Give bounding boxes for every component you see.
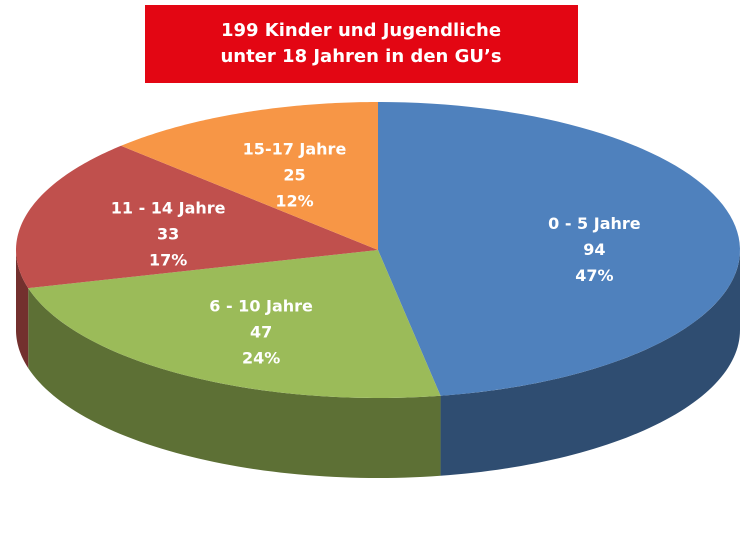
percent-label: 12% [275, 192, 313, 211]
title-box [145, 5, 578, 83]
percent-label: 24% [242, 348, 280, 367]
labels: 0 - 5 Jahre 94 47% 6 - 10 Jahre 47 24% 11 - 14… [111, 140, 641, 368]
slice-side [16, 250, 29, 369]
slice-label: 6 - 10 Jahre [209, 296, 313, 315]
slice [28, 250, 441, 398]
chart-title: 199 Kinder und Jugendliche [221, 20, 501, 41]
value-label: 94 [583, 240, 605, 259]
slice-label: 0 - 5 Jahre [548, 214, 641, 233]
value-label: 47 [250, 322, 272, 341]
slice-label: 15-17 Jahre [243, 140, 347, 159]
chart-title: unter 18 Jahren in den GU’s [220, 46, 501, 67]
slice [378, 102, 740, 396]
value-label: 25 [283, 166, 305, 185]
slice [121, 102, 378, 250]
slice-label: 11 - 14 Jahre [111, 199, 226, 218]
slice-side [440, 250, 740, 476]
percent-label: 47% [575, 266, 613, 285]
value-label: 33 [157, 225, 179, 244]
slice [16, 145, 378, 289]
pie [16, 102, 740, 478]
percent-label: 17% [149, 251, 187, 270]
slice-side [28, 288, 441, 478]
